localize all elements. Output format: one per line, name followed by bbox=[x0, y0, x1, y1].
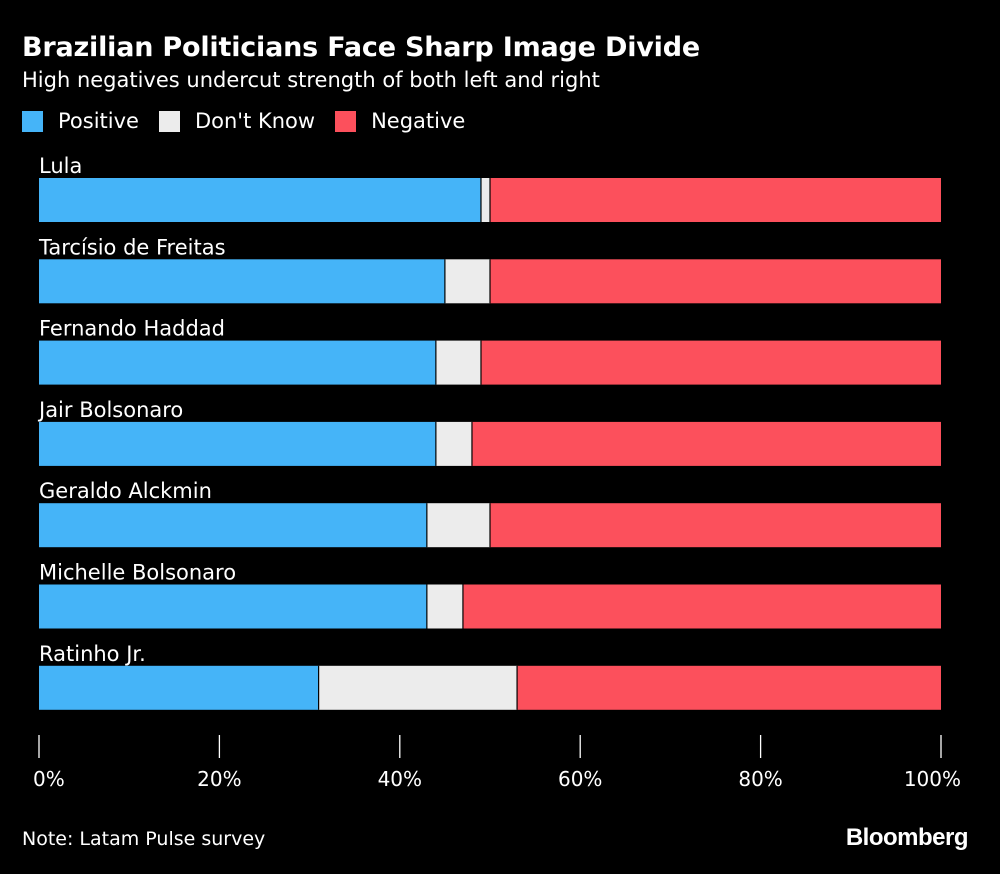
bar-positive-michelle-bolsonaro bbox=[39, 584, 427, 629]
category-label-michelle-bolsonaro: Michelle Bolsonaro bbox=[39, 561, 236, 585]
bar-negative-ratinho-jr bbox=[517, 665, 941, 710]
x-tick-label-100: 100% bbox=[904, 767, 961, 791]
category-label-fernando-haddad: Fernando Haddad bbox=[39, 317, 225, 341]
legend-label-positive: Positive bbox=[58, 109, 139, 133]
legend-swatch-dont-know bbox=[158, 110, 180, 132]
bloomberg-logo: Bloomberg bbox=[845, 824, 969, 851]
bar-don-t-know-ratinho-jr bbox=[318, 665, 518, 710]
x-tick-label-40: 40% bbox=[378, 767, 422, 791]
category-label-geraldo-alckmin: Geraldo Alckmin bbox=[39, 479, 212, 503]
bar-positive-jair-bolsonaro bbox=[39, 421, 436, 466]
bar-don-t-know-michelle-bolsonaro bbox=[426, 584, 463, 629]
footnote: Note: Latam Pulse survey bbox=[22, 828, 266, 850]
bar-positive-ratinho-jr bbox=[39, 665, 319, 710]
chart-subtitle: High negatives undercut strength of both… bbox=[22, 68, 600, 92]
bar-don-t-know-jair-bolsonaro bbox=[435, 421, 472, 466]
legend-item-dont-know: Don't Know bbox=[158, 109, 316, 133]
legend-label-dont-know: Don't Know bbox=[194, 109, 316, 133]
legend-swatch-positive bbox=[22, 110, 43, 132]
bar-don-t-know-tarcisio-de-freitas bbox=[444, 259, 490, 304]
bar-positive-tarcisio-de-freitas bbox=[39, 259, 445, 304]
x-tick-label-0: 0% bbox=[33, 767, 65, 791]
category-label-tarcisio-de-freitas: Tarcísio de Freitas bbox=[38, 235, 226, 259]
chart-title: Brazilian Politicians Face Sharp Image D… bbox=[22, 32, 700, 63]
bar-negative-geraldo-alckmin bbox=[490, 503, 941, 548]
bar-negative-tarcisio-de-freitas bbox=[490, 259, 941, 304]
bar-negative-lula bbox=[490, 178, 941, 222]
category-label-lula: Lula bbox=[39, 154, 82, 178]
x-tick-label-20: 20% bbox=[197, 767, 241, 791]
legend-label-negative: Negative bbox=[371, 109, 466, 133]
legend-item-positive: Positive bbox=[22, 109, 139, 133]
bar-positive-geraldo-alckmin bbox=[39, 503, 427, 548]
category-label-ratinho-jr: Ratinho Jr. bbox=[39, 642, 146, 666]
x-tick-label-60: 60% bbox=[558, 767, 602, 791]
legend-item-negative: Negative bbox=[335, 109, 465, 133]
category-label-jair-bolsonaro: Jair Bolsonaro bbox=[37, 398, 183, 422]
bar-don-t-know-lula bbox=[480, 178, 490, 222]
bar-positive-lula bbox=[39, 178, 481, 222]
bar-negative-michelle-bolsonaro bbox=[462, 584, 941, 629]
x-tick-label-80: 80% bbox=[738, 767, 782, 791]
bar-negative-jair-bolsonaro bbox=[471, 421, 941, 466]
bar-negative-fernando-haddad bbox=[480, 340, 941, 385]
legend: Positive Don't Know Negative bbox=[22, 109, 485, 133]
bar-positive-fernando-haddad bbox=[39, 340, 436, 385]
legend-swatch-negative bbox=[335, 110, 357, 132]
bar-don-t-know-geraldo-alckmin bbox=[426, 503, 490, 548]
bar-don-t-know-fernando-haddad bbox=[435, 340, 481, 385]
